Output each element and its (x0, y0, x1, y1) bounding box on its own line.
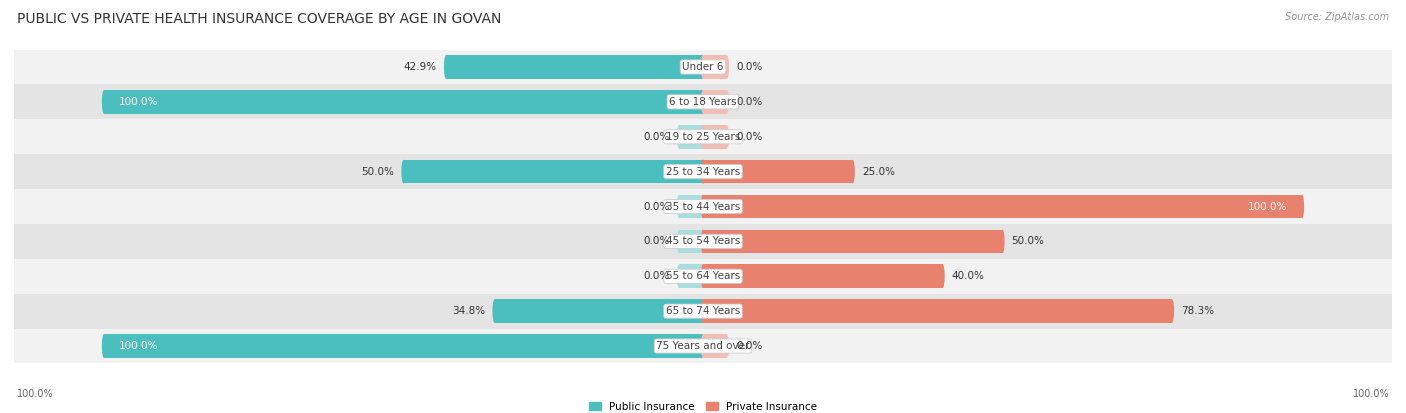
Circle shape (941, 264, 945, 288)
Circle shape (702, 160, 704, 183)
Circle shape (1001, 230, 1004, 253)
Circle shape (702, 55, 704, 79)
Text: 40.0%: 40.0% (952, 271, 984, 281)
Circle shape (725, 125, 728, 149)
Circle shape (702, 195, 704, 218)
Circle shape (725, 90, 728, 114)
Text: 19 to 25 Years: 19 to 25 Years (666, 132, 740, 142)
Bar (703, 230, 1002, 253)
Text: 100.0%: 100.0% (120, 341, 159, 351)
Circle shape (402, 160, 405, 183)
Circle shape (702, 264, 704, 288)
Bar (703, 299, 1173, 323)
Bar (104, 90, 703, 114)
Circle shape (444, 55, 449, 79)
Text: 0.0%: 0.0% (735, 97, 762, 107)
Text: 50.0%: 50.0% (1011, 236, 1045, 247)
Circle shape (702, 160, 704, 183)
Text: 100.0%: 100.0% (1247, 202, 1286, 211)
Bar (679, 230, 703, 253)
Circle shape (702, 230, 704, 253)
Circle shape (702, 264, 704, 288)
Bar (14, 224, 1392, 259)
Text: 78.3%: 78.3% (1181, 306, 1215, 316)
Bar (104, 334, 703, 358)
Text: Under 6: Under 6 (682, 62, 724, 72)
Text: 0.0%: 0.0% (735, 341, 762, 351)
Bar (703, 195, 1302, 218)
Bar (703, 90, 727, 114)
Bar (14, 154, 1392, 189)
Circle shape (725, 55, 728, 79)
Circle shape (702, 90, 704, 114)
Text: 0.0%: 0.0% (735, 62, 762, 72)
Bar (14, 189, 1392, 224)
Text: PUBLIC VS PRIVATE HEALTH INSURANCE COVERAGE BY AGE IN GOVAN: PUBLIC VS PRIVATE HEALTH INSURANCE COVER… (17, 12, 502, 26)
Circle shape (851, 160, 855, 183)
Bar (14, 50, 1392, 84)
Circle shape (1170, 299, 1174, 323)
Circle shape (678, 230, 681, 253)
Circle shape (725, 334, 728, 358)
Bar (14, 294, 1392, 329)
Bar (679, 195, 703, 218)
Text: 65 to 74 Years: 65 to 74 Years (666, 306, 740, 316)
Text: 34.8%: 34.8% (453, 306, 485, 316)
Circle shape (678, 195, 681, 218)
Text: 50.0%: 50.0% (361, 166, 395, 177)
Text: 100.0%: 100.0% (120, 97, 159, 107)
Bar (703, 334, 727, 358)
Text: 42.9%: 42.9% (404, 62, 437, 72)
Text: 6 to 18 Years: 6 to 18 Years (669, 97, 737, 107)
Circle shape (702, 125, 704, 149)
Circle shape (702, 334, 704, 358)
Bar (703, 264, 942, 288)
Bar (703, 160, 853, 183)
Bar (703, 55, 727, 79)
Circle shape (702, 299, 704, 323)
Circle shape (101, 90, 105, 114)
Bar (679, 264, 703, 288)
Circle shape (702, 125, 704, 149)
Text: 45 to 54 Years: 45 to 54 Years (666, 236, 740, 247)
Text: 100.0%: 100.0% (17, 389, 53, 399)
Text: 35 to 44 Years: 35 to 44 Years (666, 202, 740, 211)
Circle shape (702, 299, 704, 323)
Bar (14, 84, 1392, 119)
Bar (446, 55, 703, 79)
Text: 25.0%: 25.0% (862, 166, 894, 177)
Text: 25 to 34 Years: 25 to 34 Years (666, 166, 740, 177)
Circle shape (702, 334, 704, 358)
Circle shape (702, 195, 704, 218)
Circle shape (702, 55, 704, 79)
Bar (14, 119, 1392, 154)
Circle shape (702, 230, 704, 253)
Circle shape (678, 125, 681, 149)
Text: 75 Years and over: 75 Years and over (657, 341, 749, 351)
Circle shape (1301, 195, 1305, 218)
Text: 0.0%: 0.0% (644, 236, 671, 247)
Circle shape (492, 299, 496, 323)
Bar (679, 125, 703, 149)
Text: Source: ZipAtlas.com: Source: ZipAtlas.com (1285, 12, 1389, 22)
Bar (703, 125, 727, 149)
Text: 0.0%: 0.0% (644, 271, 671, 281)
Text: 100.0%: 100.0% (1353, 389, 1389, 399)
Text: 0.0%: 0.0% (644, 202, 671, 211)
Bar (14, 329, 1392, 363)
Bar (404, 160, 703, 183)
Bar (14, 259, 1392, 294)
Bar (495, 299, 703, 323)
Text: 0.0%: 0.0% (644, 132, 671, 142)
Text: 0.0%: 0.0% (735, 132, 762, 142)
Circle shape (101, 334, 105, 358)
Legend: Public Insurance, Private Insurance: Public Insurance, Private Insurance (585, 399, 821, 413)
Circle shape (702, 90, 704, 114)
Circle shape (678, 264, 681, 288)
Text: 55 to 64 Years: 55 to 64 Years (666, 271, 740, 281)
